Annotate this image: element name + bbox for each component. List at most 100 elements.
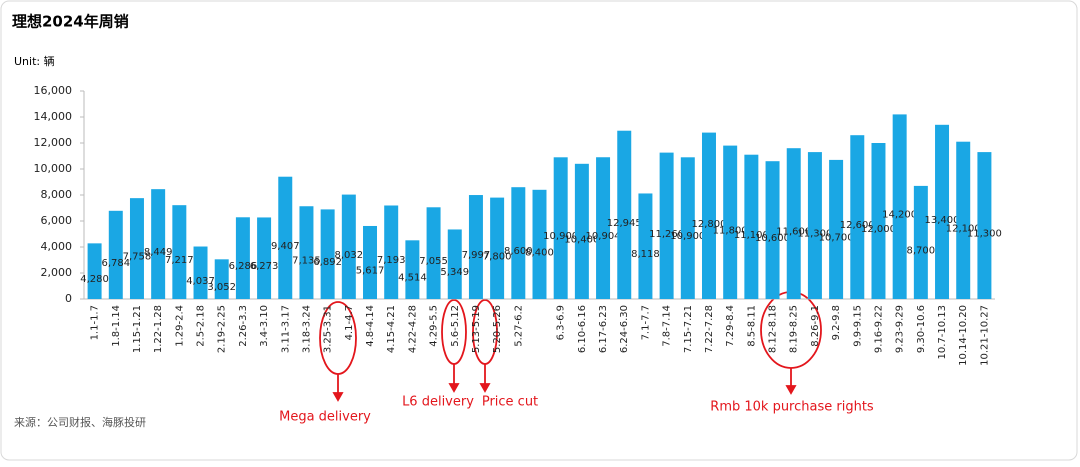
annotation: Mega delivery <box>279 410 371 425</box>
x-tick-label: 4.15-4.21 <box>386 305 397 353</box>
bar <box>87 243 102 299</box>
bar <box>299 206 314 299</box>
bar <box>723 145 738 299</box>
bar <box>829 159 844 299</box>
y-tick-label: 6,000 <box>41 214 73 227</box>
data-label: 14,200 <box>882 210 917 221</box>
x-tick-label: 8.19-8.25 <box>789 305 800 353</box>
data-label: 10,600 <box>755 233 790 244</box>
chart-title: 理想2024年周销 <box>12 13 129 31</box>
bar <box>701 132 716 299</box>
data-label: 10,400 <box>564 234 599 245</box>
x-tick-label: 1.8-1.14 <box>111 305 122 347</box>
bar <box>363 225 378 299</box>
data-label: 6,784 <box>101 258 130 269</box>
annotation: Price cut <box>482 395 538 410</box>
bar <box>892 114 907 300</box>
annotation-shapes <box>319 291 822 402</box>
y-tick-label: 10,000 <box>34 162 73 175</box>
data-label: 12,945 <box>607 218 642 229</box>
x-tick-label: 10.21-10.27 <box>979 305 990 366</box>
data-label: 7,135 <box>292 256 321 267</box>
bar <box>977 152 992 299</box>
x-tick-label: 4.8-4.14 <box>365 305 376 347</box>
x-tick-label: 3.4-3.10 <box>259 305 270 347</box>
bar <box>341 194 356 299</box>
x-tick-label: 9.9-9.15 <box>852 305 863 347</box>
annotation: L6 delivery <box>402 395 474 410</box>
bar <box>511 187 526 299</box>
x-tick-label: 5.27-6.2 <box>513 305 524 347</box>
data-label: 8,032 <box>335 250 364 261</box>
x-tick-label: 4.29-5.5 <box>429 305 440 347</box>
x-tick-label: 5.20-5.26 <box>492 305 503 353</box>
bar <box>405 240 420 299</box>
bar <box>765 161 780 299</box>
data-label: 3,052 <box>207 282 236 293</box>
data-label: 13,400 <box>925 215 960 226</box>
x-tick-label: 6.17-6.23 <box>598 305 609 353</box>
bar <box>108 210 123 299</box>
y-tick-label: 4,000 <box>41 240 73 253</box>
x-tick-label: 2.19-2.25 <box>217 305 228 353</box>
data-label: 6,892 <box>313 257 342 268</box>
data-label: 7,800 <box>483 251 512 262</box>
x-tick-label: 3.11-3.17 <box>280 305 291 353</box>
data-label: 6,273 <box>250 261 279 272</box>
x-tick-label: 9.2-9.8 <box>831 305 842 340</box>
x-tick-label: 9.30-10.6 <box>916 305 927 353</box>
data-label: 8,400 <box>525 247 554 258</box>
y-tick-label: 16,000 <box>34 84 73 97</box>
x-tick-label: 10.14-10.20 <box>958 305 969 366</box>
x-tick-label: 8.12-8.18 <box>768 305 779 353</box>
x-tick-label: 5.13-5.19 <box>471 305 482 353</box>
source: 来源：公司财报、海豚投研 <box>14 415 146 429</box>
data-label: 11,800 <box>713 225 748 236</box>
bar <box>659 152 674 299</box>
data-label: 4,037 <box>186 276 215 287</box>
data-label: 11,100 <box>734 230 769 241</box>
data-label: 8,118 <box>631 249 660 260</box>
data-label: 6,286 <box>229 261 258 272</box>
bar <box>913 185 928 299</box>
data-label: 8,700 <box>907 245 936 256</box>
x-tick-label: 4.22-4.28 <box>407 305 418 353</box>
bar <box>786 148 801 299</box>
x-tick-label: 6.10-6.16 <box>577 305 588 353</box>
y-tick-label: 8,000 <box>41 188 73 201</box>
data-label: 4,514 <box>398 273 427 284</box>
bar <box>850 135 865 299</box>
x-tick-label: 9.23-9.29 <box>895 305 906 353</box>
bar <box>257 217 272 299</box>
x-tick-label: 5.6-5.12 <box>450 305 461 347</box>
data-label: 12,000 <box>861 224 896 235</box>
data-label: 8,600 <box>504 246 533 257</box>
y-tick-label: 2,000 <box>41 266 73 279</box>
bar <box>638 193 653 299</box>
x-tick-label: 1.1-1.7 <box>90 305 101 340</box>
bar <box>617 130 632 299</box>
data-label: 10,900 <box>543 231 578 242</box>
data-label: 11,260 <box>649 229 684 240</box>
y-tick-label: 14,000 <box>34 110 73 123</box>
data-label: 4,280 <box>80 274 109 285</box>
x-tick-label: 10.7-10.13 <box>937 305 948 360</box>
data-label: 12,800 <box>691 219 726 230</box>
bar <box>193 246 208 299</box>
x-tick-label: 7.8-7.14 <box>662 305 673 347</box>
bar <box>235 217 250 299</box>
x-tick-label: 6.3-6.9 <box>556 305 567 340</box>
bar <box>596 157 611 299</box>
bar <box>320 209 335 299</box>
data-label: 8,449 <box>144 247 173 258</box>
x-tick-label: 1.29-2.4 <box>174 305 185 347</box>
bar <box>129 198 144 299</box>
data-label: 5,617 <box>356 265 385 276</box>
data-label: 5,349 <box>440 267 469 278</box>
unit-label: Unit: 辆 <box>14 54 55 68</box>
x-tick-label: 2.5-2.18 <box>196 305 207 347</box>
bar <box>574 163 589 299</box>
bar <box>935 124 950 299</box>
bar <box>680 157 695 299</box>
bar <box>214 259 229 299</box>
